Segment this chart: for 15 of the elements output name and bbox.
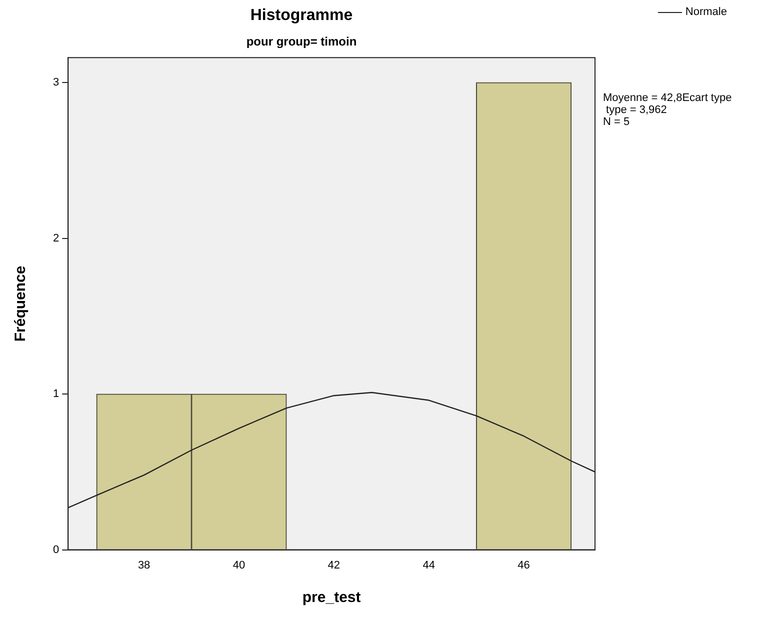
x-tick-label: 38 [138, 559, 150, 572]
x-axis-title: pre_test [302, 589, 361, 606]
y-tick-label: 0 [52, 544, 60, 556]
x-tick-label: 42 [328, 559, 340, 572]
legend-label: Normale [685, 6, 727, 18]
chart-subtitle: pour group= timoin [246, 34, 357, 49]
y-axis-title: Fréquence [12, 266, 30, 342]
chart-title: Histogramme [250, 7, 353, 24]
y-tick-label: 3 [52, 76, 60, 89]
x-tick-label: 44 [422, 559, 435, 572]
y-tick-label: 2 [52, 232, 60, 244]
text: Moyenne = 42,8Ecart type type = 3,962 N = 5 [603, 92, 732, 128]
x-tick-label: 40 [232, 559, 246, 572]
y-tick-label: 1 [52, 388, 60, 400]
x-tick-label: 46 [518, 559, 530, 572]
